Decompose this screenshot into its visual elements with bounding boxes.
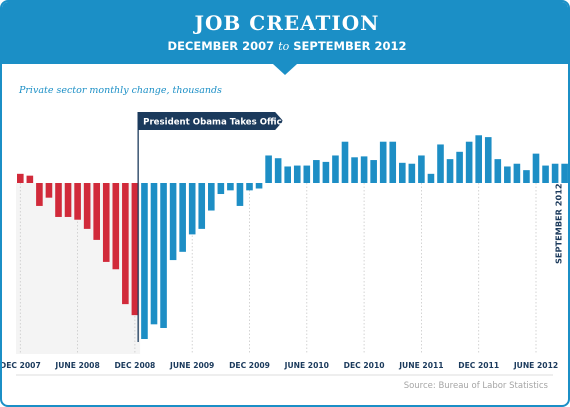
header-pointer — [273, 64, 297, 75]
bar — [551, 163, 559, 183]
bar — [322, 161, 330, 183]
bar — [399, 162, 406, 183]
bar — [26, 175, 34, 183]
bar — [198, 183, 206, 229]
source-note: Source: Bureau of Labor Statistics — [403, 381, 548, 391]
bar — [141, 183, 148, 339]
bar — [284, 166, 291, 183]
bar — [102, 183, 110, 262]
bar — [17, 173, 24, 183]
bar — [55, 183, 62, 217]
annotation-label: President Obama Takes Office — [143, 118, 288, 128]
bar — [418, 155, 425, 183]
bar — [36, 183, 43, 206]
bar — [408, 163, 416, 183]
bar — [465, 141, 473, 183]
bar — [227, 183, 234, 191]
x-tick-label: JUNE 2009 — [169, 361, 214, 370]
bar — [83, 183, 91, 229]
bar — [122, 183, 129, 305]
bar — [179, 183, 186, 252]
subtitle-join: to — [278, 40, 290, 53]
subtitle-start: DECEMBER 2007 — [167, 39, 275, 53]
bar — [504, 166, 511, 183]
bar — [351, 157, 358, 183]
bar — [274, 158, 282, 183]
bar — [217, 183, 225, 195]
bar — [332, 155, 339, 183]
bar — [64, 183, 72, 217]
bar — [265, 155, 272, 183]
bar — [446, 159, 454, 183]
chart-title: JOB CREATION — [194, 11, 380, 35]
bar — [561, 163, 568, 183]
subtitle-end: SEPTEMBER 2012 — [293, 39, 407, 53]
bar — [370, 160, 377, 183]
bar — [112, 183, 120, 270]
bar — [188, 183, 196, 235]
x-tick-label: JUNE 2012 — [513, 361, 558, 370]
bar — [513, 163, 521, 183]
bar — [389, 141, 397, 183]
bar — [360, 156, 368, 183]
bar — [45, 183, 53, 198]
chart-subtitle: DECEMBER 2007 to SEPTEMBER 2012 — [2, 39, 568, 53]
x-tick-label: DEC 2010 — [344, 361, 385, 370]
bar — [236, 183, 244, 206]
bar — [484, 137, 492, 183]
x-tick-label: JUNE 2008 — [54, 361, 99, 370]
bar — [160, 183, 167, 328]
x-tick-label: DEC 2011 — [458, 361, 499, 370]
x-tick-label: DEC 2008 — [114, 361, 155, 370]
bar — [131, 183, 139, 316]
bar — [313, 160, 320, 183]
bar — [532, 153, 540, 183]
september-2012-label: SEPTEMBER 2012 — [554, 183, 564, 264]
x-tick-label: JUNE 2010 — [284, 361, 329, 370]
annotation-flag — [138, 112, 284, 130]
bar — [379, 141, 387, 183]
bar — [542, 165, 549, 183]
bar — [74, 183, 81, 220]
bar — [523, 170, 530, 183]
bar — [293, 165, 301, 183]
x-tick-label: DEC 2009 — [229, 361, 270, 370]
x-tick-label: JUNE 2011 — [398, 361, 443, 370]
bar — [494, 159, 502, 183]
bar — [437, 144, 444, 183]
bar — [93, 183, 100, 240]
bar — [255, 183, 263, 189]
bar — [427, 173, 435, 183]
bar — [208, 183, 215, 211]
bar — [246, 183, 253, 191]
bar — [475, 135, 482, 183]
bar — [150, 183, 158, 325]
bar — [303, 165, 311, 183]
bar — [456, 151, 463, 183]
bar — [341, 141, 349, 183]
y-axis-label: Private sector monthly change, thousands — [19, 85, 222, 96]
header-banner: JOB CREATION DECEMBER 2007 to SEPTEMBER … — [2, 2, 568, 64]
bar — [169, 183, 177, 261]
x-tick-label: DEC 2007 — [2, 361, 41, 370]
